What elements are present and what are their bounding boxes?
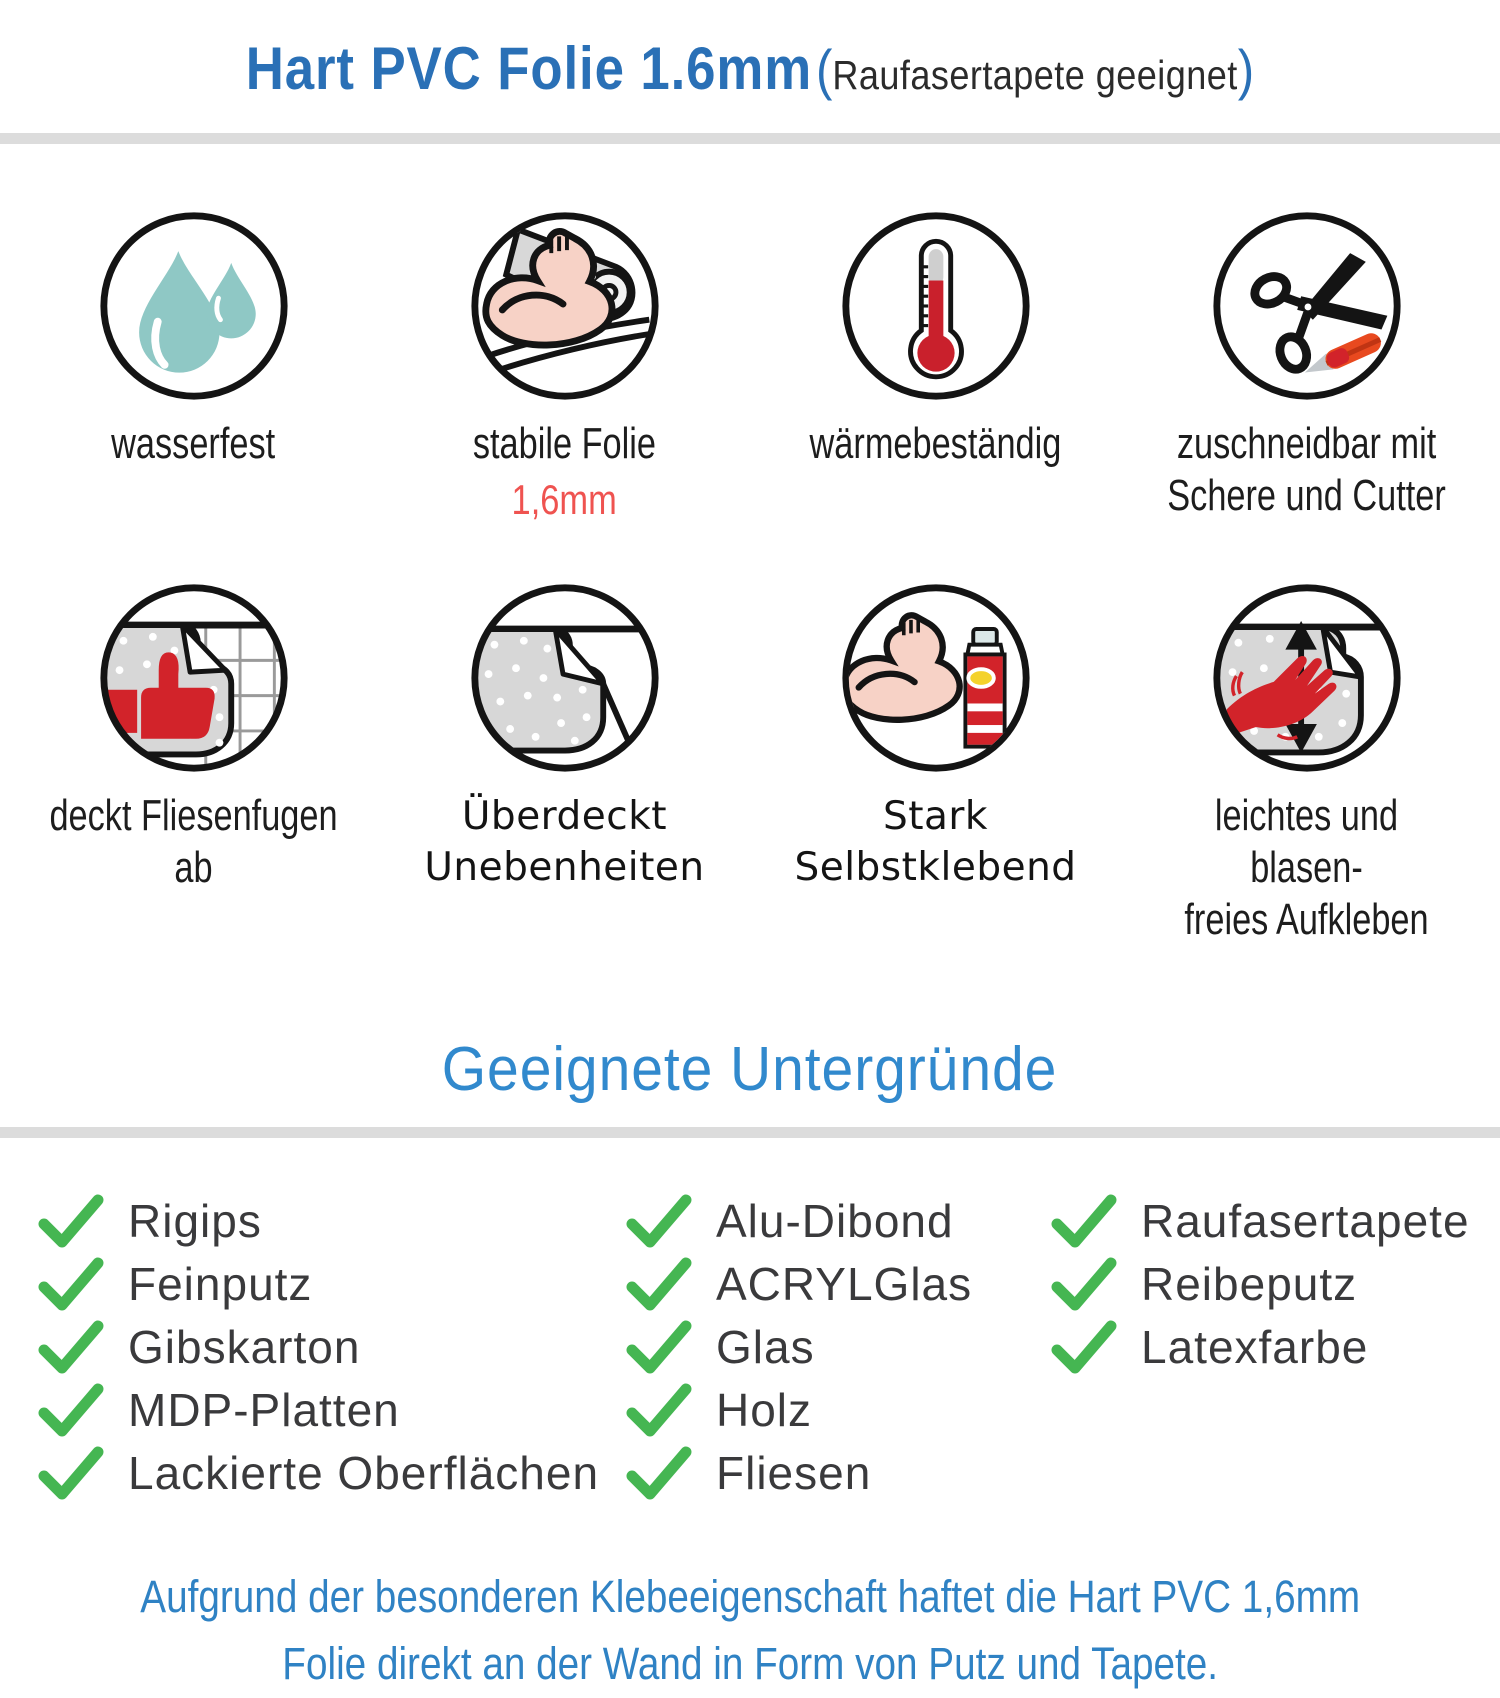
thermometer-icon xyxy=(841,212,1030,400)
check-icon xyxy=(38,1257,104,1311)
check-icon xyxy=(38,1320,104,1374)
check-icon xyxy=(626,1257,692,1311)
list-item: ACRYLGlas xyxy=(626,1253,1051,1315)
list-item: Lackierte Oberflächen xyxy=(38,1442,626,1504)
tile-joints-thumb-icon xyxy=(99,584,288,772)
feature-selbstklebend: Stark Selbstklebend xyxy=(750,580,1121,946)
check-icon xyxy=(38,1194,104,1248)
check-icon xyxy=(626,1446,692,1500)
muscle-foil-icon xyxy=(470,212,659,400)
foil-fold-icon xyxy=(470,584,659,772)
list-item: Reibeputz xyxy=(1051,1253,1500,1315)
substrates-column-1: Rigips Feinputz Gibskarton MDP-Platten L… xyxy=(38,1190,626,1505)
list-item: Latexfarbe xyxy=(1051,1316,1500,1378)
scissors-cutter-icon xyxy=(1212,212,1401,400)
paren-close: ) xyxy=(1237,38,1255,101)
list-item: MDP-Platten xyxy=(38,1379,626,1441)
check-icon xyxy=(626,1194,692,1248)
check-icon xyxy=(38,1383,104,1437)
page-title: Hart PVC Folie 1.6mm (Raufasertapete gee… xyxy=(0,34,1500,103)
feature-label: stabile Folie xyxy=(472,419,657,468)
feature-zuschneidbar: zuschneidbar mit Schere und Cutter xyxy=(1121,208,1492,524)
footer-note: Aufgrund der besonderen Klebeeigenschaft… xyxy=(140,1570,1360,1690)
feature-fliesenfugen: deckt Fliesenfugen ab xyxy=(8,580,379,946)
list-item: Holz xyxy=(626,1379,1051,1441)
feature-stabile-folie: stabile Folie 1,6mm xyxy=(379,208,750,524)
feature-unebenheiten: Überdeckt Unebenheiten xyxy=(379,580,750,946)
feature-label: leichtes und blasen- freies Aufkleben xyxy=(1184,790,1429,944)
list-item: Rigips xyxy=(38,1190,626,1252)
substrates-column-3: Raufasertapete Reibeputz Latexfarbe xyxy=(1051,1190,1500,1505)
check-icon xyxy=(626,1320,692,1374)
list-item: Alu-Dibond xyxy=(626,1190,1051,1252)
feature-waermebestaendig: wärmebeständig xyxy=(750,208,1121,524)
check-icon xyxy=(38,1446,104,1500)
section-title-untergruende: Geeignete Untergründe xyxy=(442,1034,1058,1104)
list-item: Glas xyxy=(626,1316,1051,1378)
paren-open: ( xyxy=(816,38,833,101)
check-icon xyxy=(1051,1194,1117,1248)
feature-thickness: 1,6mm xyxy=(511,475,618,523)
feature-label: wärmebeständig xyxy=(809,419,1062,468)
feature-label: wasserfest xyxy=(111,419,276,468)
page-title-main: Hart PVC Folie 1.6mm xyxy=(245,35,813,102)
list-item: Raufasertapete xyxy=(1051,1190,1500,1252)
feature-label: Stark Selbstklebend xyxy=(794,793,1077,890)
feature-grid: wasserfest stabile Folie xyxy=(0,208,1500,946)
muscle-glue-icon xyxy=(841,584,1030,772)
substrates-list: Rigips Feinputz Gibskarton MDP-Platten L… xyxy=(0,1190,1500,1505)
feature-label: Überdeckt Unebenheiten xyxy=(424,793,705,890)
water-drops-icon xyxy=(99,212,288,400)
list-item: Feinputz xyxy=(38,1253,626,1315)
list-item: Fliesen xyxy=(626,1442,1051,1504)
hand-smooth-icon xyxy=(1212,584,1401,772)
substrates-column-2: Alu-Dibond ACRYLGlas Glas Holz Fliesen xyxy=(626,1190,1051,1505)
check-icon xyxy=(1051,1320,1117,1374)
feature-aufkleben: leichtes und blasen- freies Aufkleben xyxy=(1121,580,1492,946)
list-item: Gibskarton xyxy=(38,1316,626,1378)
feature-label: deckt Fliesenfugen ab xyxy=(49,790,338,892)
page-title-sub: Raufasertapete geeignet xyxy=(832,52,1238,98)
feature-wasserfest: wasserfest xyxy=(8,208,379,524)
check-icon xyxy=(1051,1257,1117,1311)
check-icon xyxy=(626,1383,692,1437)
divider-middle xyxy=(0,1126,1500,1138)
divider-top xyxy=(0,133,1500,144)
infographic-page: Hart PVC Folie 1.6mm (Raufasertapete gee… xyxy=(0,34,1500,1689)
feature-label: zuschneidbar mit Schere und Cutter xyxy=(1167,419,1446,520)
